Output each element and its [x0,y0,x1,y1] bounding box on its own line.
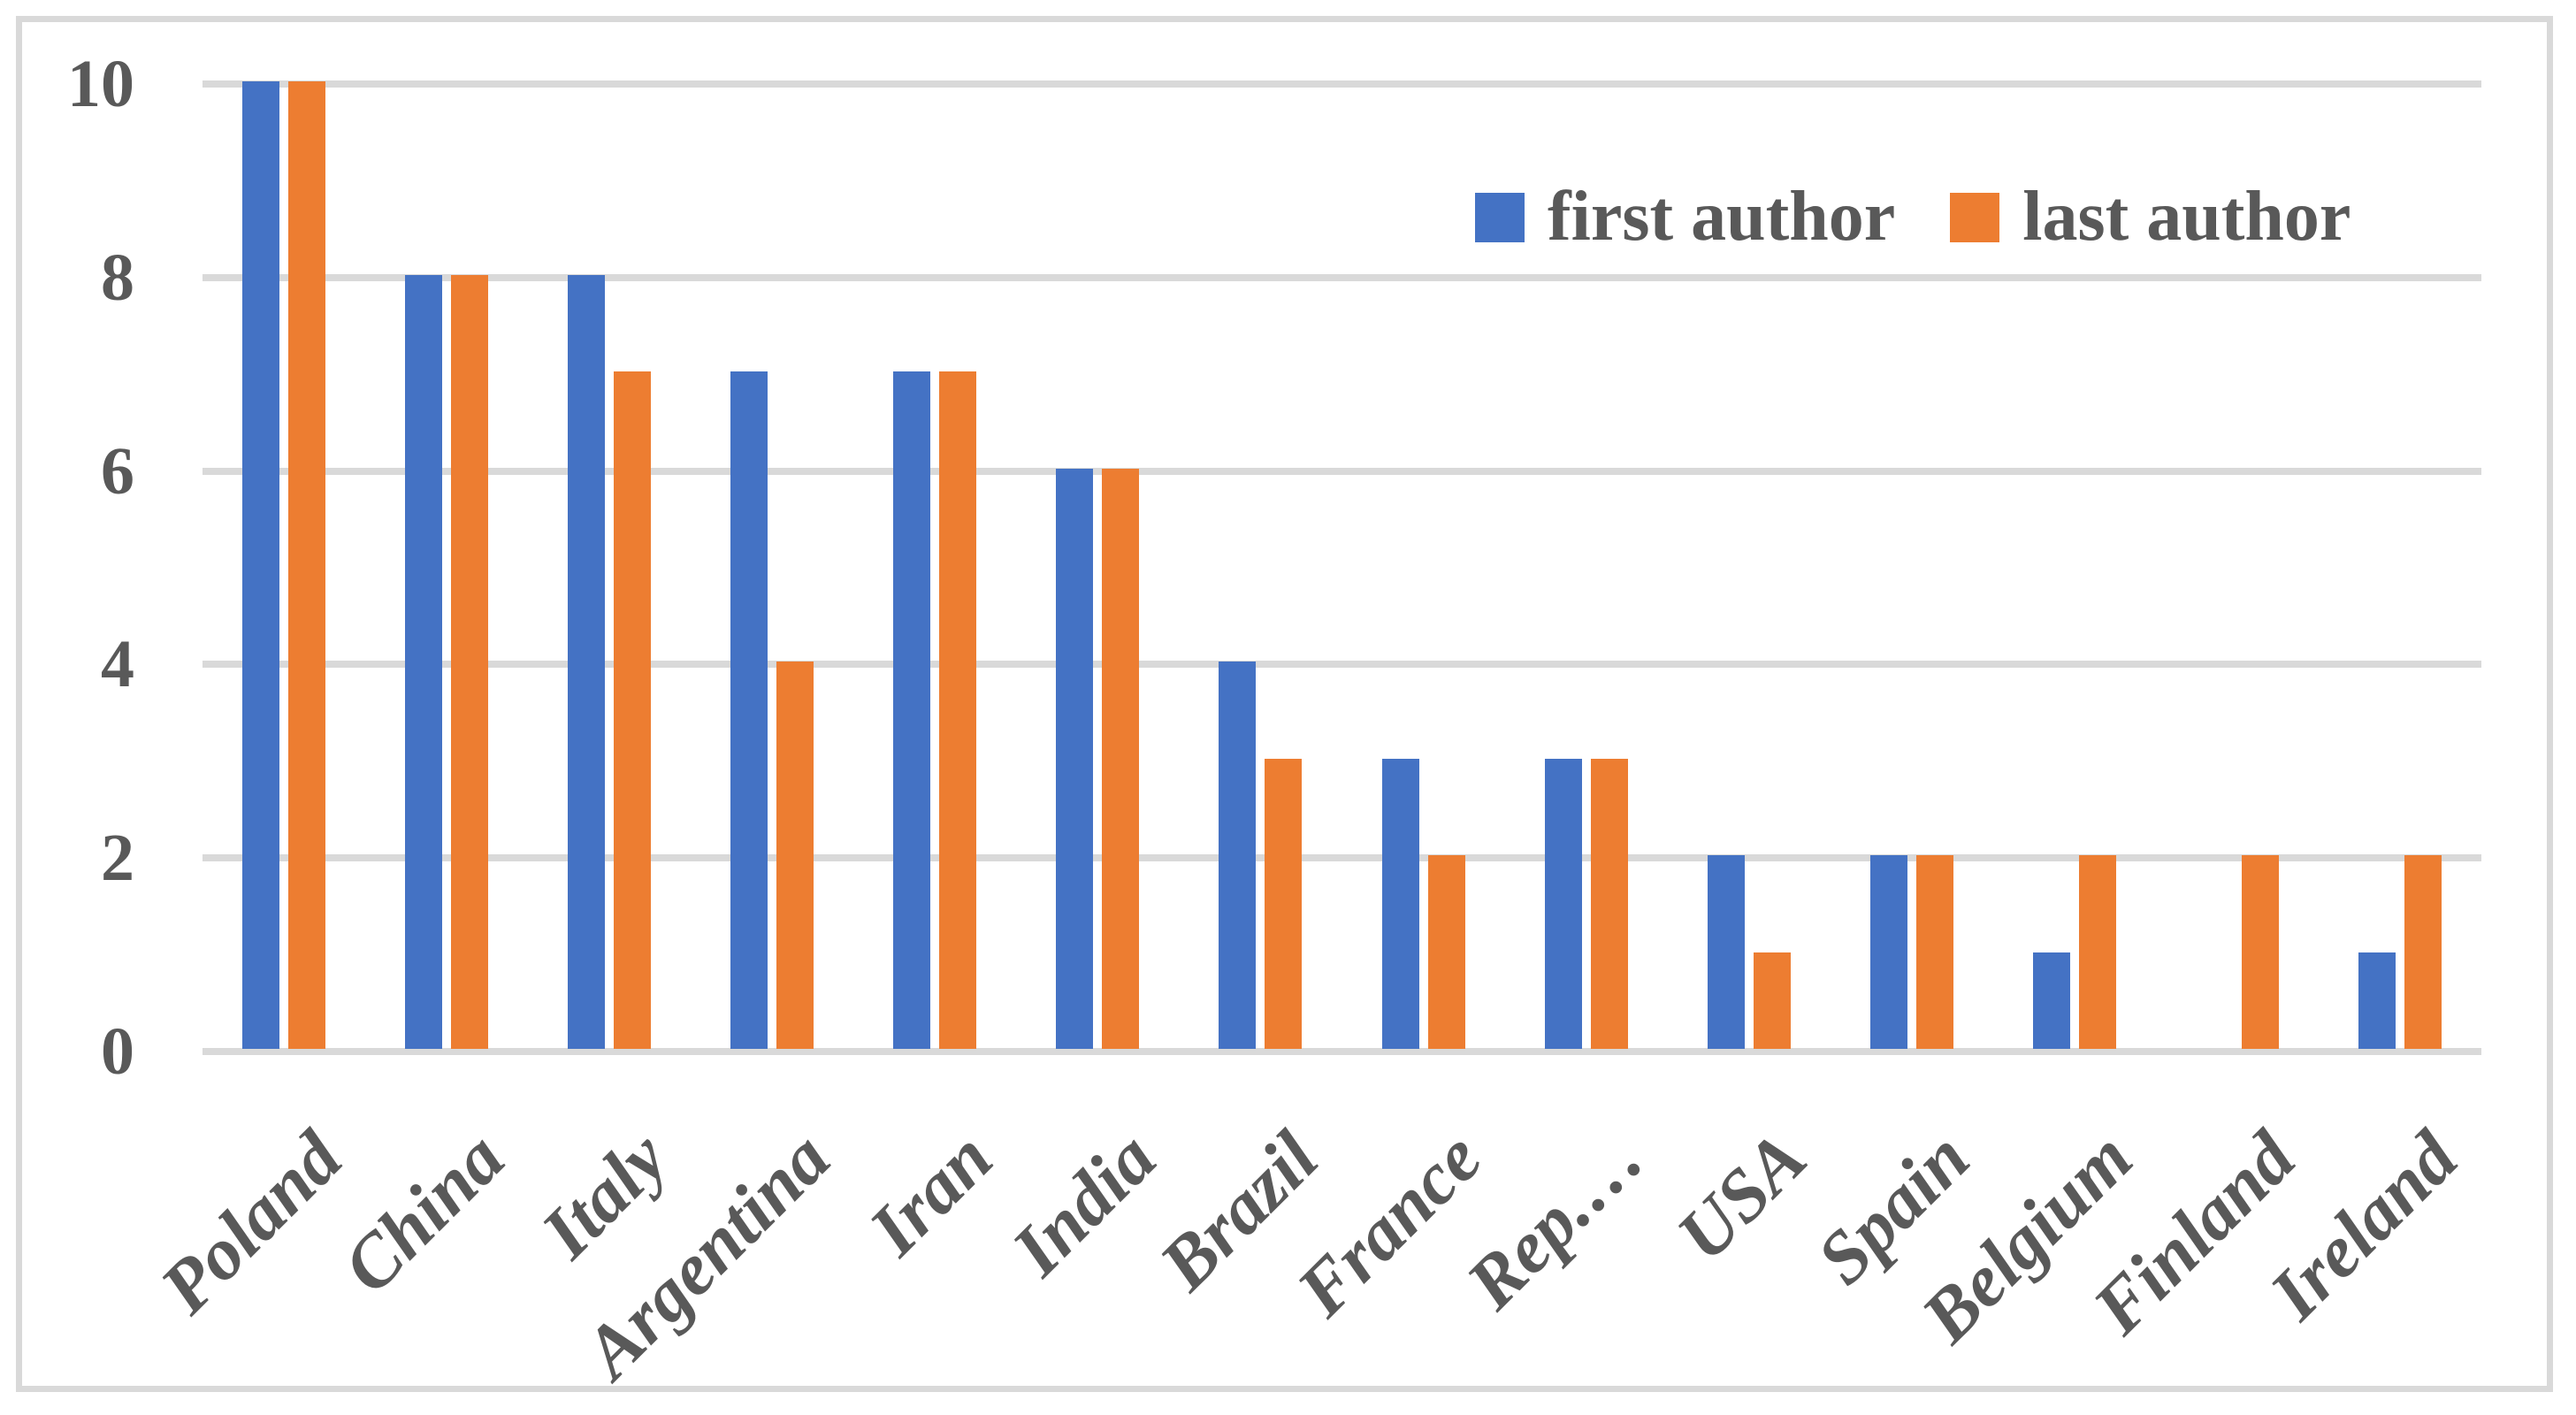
bar-last-author-France [1427,855,1465,1049]
bar-first-author-Spain [1869,855,1907,1049]
y-axis-tick-label: 2 [101,821,134,896]
bar-first-author-Italy [568,274,606,1049]
legend: first author last author [1475,177,2351,257]
x-axis-label: China [327,1116,521,1310]
bar-first-author-Iran [893,371,931,1049]
bar-first-author-Belgium [2032,952,2070,1049]
bar-first-author-USA [1707,855,1745,1049]
legend-label: first author [1548,178,1896,256]
bar-last-author-USA [1753,952,1791,1049]
x-axis-label: Ireland [2254,1116,2474,1335]
bar-first-author-Argentina [730,371,768,1049]
x-axis-label: India [996,1116,1172,1292]
gridline-y-8 [203,273,2481,281]
x-axis-label: Poland [144,1116,358,1330]
legend-swatch-icon [1950,192,2000,242]
bar-last-author-Ireland [2404,855,2442,1049]
bar-last-author-Brazil [1265,758,1303,1049]
gridline-y-4 [203,661,2481,669]
x-axis-label: France [1280,1116,1497,1333]
legend-swatch-icon [1475,192,1525,242]
bar-first-author-Rep [1544,758,1582,1049]
x-axis-label: Iran [853,1116,1009,1272]
bar-first-author-China [405,274,443,1049]
bar-last-author-China [451,274,489,1049]
bar-first-author-Ireland [2358,952,2396,1049]
x-axis-label: Rep.… [1451,1116,1660,1326]
bar-last-author-Iran [939,371,977,1049]
bar-last-author-Finland [2241,855,2279,1049]
bar-last-author-Belgium [2078,855,2116,1049]
bar-first-author-France [1381,758,1419,1049]
y-axis-tick-label: 8 [101,240,134,315]
gridline-y-0 [203,1048,2481,1055]
bar-last-author-Poland [288,81,326,1049]
legend-label: last author [2022,178,2351,256]
bar-last-author-Rep [1590,758,1628,1049]
bar-last-author-Argentina [776,662,814,1049]
x-axis-label: USA [1662,1116,1823,1277]
bar-last-author-India [1102,468,1140,1049]
bar-first-author-India [1056,468,1094,1049]
bar-first-author-Brazil [1219,662,1257,1049]
y-axis-tick-label: 4 [101,627,134,702]
bar-last-author-Italy [614,371,652,1049]
bar-first-author-Poland [242,81,280,1049]
y-axis-tick-label: 6 [101,433,134,509]
gridline-y-6 [203,467,2481,475]
legend-item-last-author: last author [1950,177,2351,257]
gridline-y-10 [203,80,2481,88]
legend-item-first-author: first author [1475,177,1895,257]
bar-last-author-Spain [1915,855,1953,1049]
y-axis-tick-label: 0 [101,1014,134,1089]
y-axis-tick-label: 10 [67,47,134,121]
gridline-y-2 [203,854,2481,862]
